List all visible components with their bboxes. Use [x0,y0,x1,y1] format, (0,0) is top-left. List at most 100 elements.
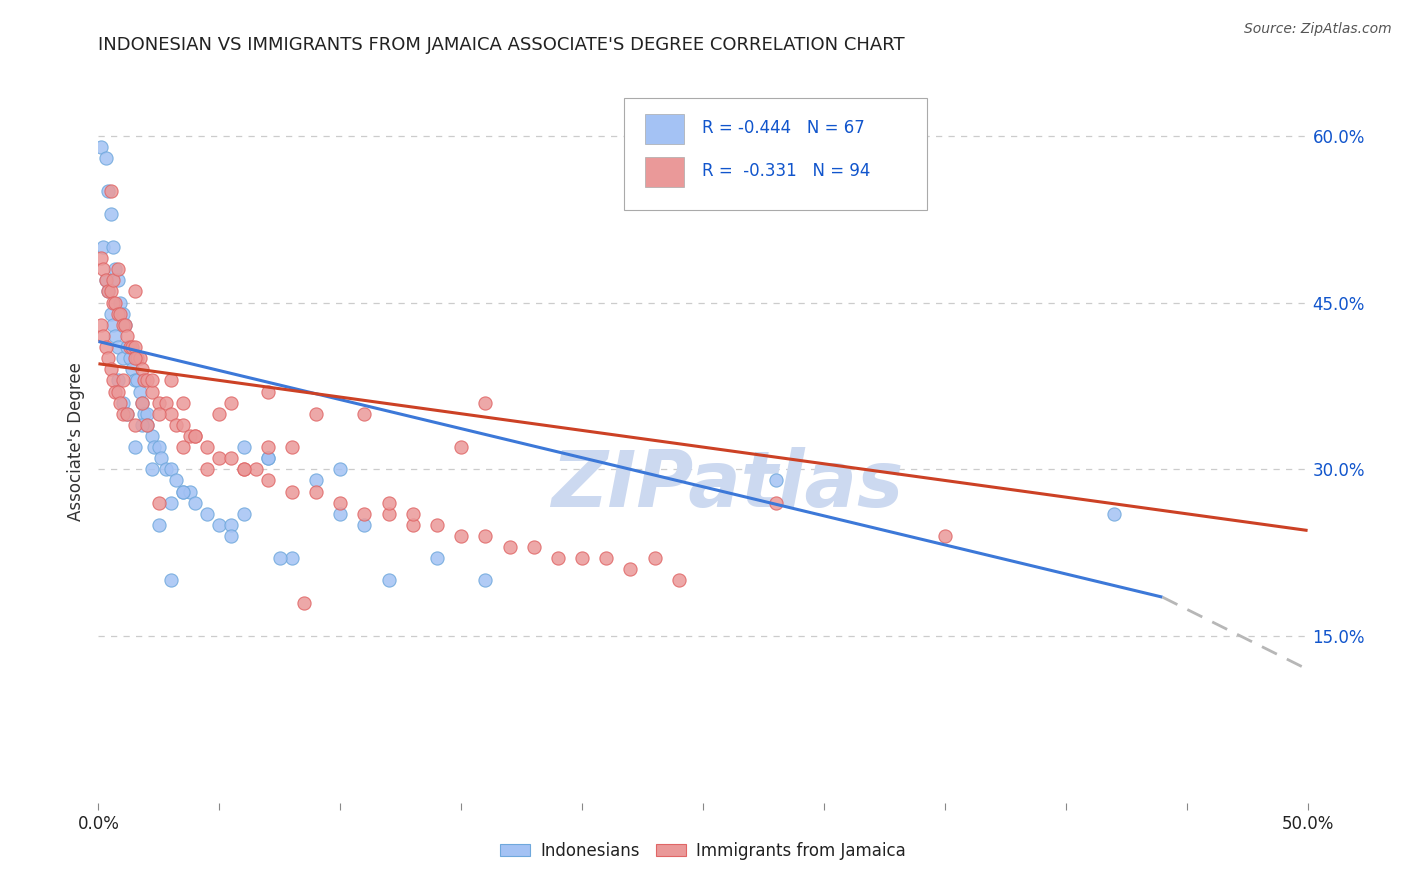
Point [134,373,156,387]
Point [134,407,156,421]
Point [450,529,472,543]
Point [111,373,134,387]
Point [402,507,425,521]
Point [117,407,139,421]
Point [148,440,170,454]
Point [245,462,267,476]
Point [160,373,183,387]
Point [221,395,243,409]
Point [91,240,114,254]
Point [111,307,134,321]
Point [195,440,218,454]
Point [117,340,139,354]
Point [108,307,131,321]
Point [124,285,146,299]
Point [101,373,124,387]
Point [111,318,134,332]
Point [281,484,304,499]
Point [104,262,127,277]
Point [184,429,207,443]
Point [934,529,956,543]
Point [100,362,122,376]
Point [114,318,136,332]
Point [148,407,170,421]
Point [118,351,141,366]
Point [353,517,375,532]
Point [121,362,143,376]
Point [101,318,124,332]
Point [117,329,139,343]
Point [135,373,157,387]
Point [148,395,170,409]
Point [523,540,546,554]
Point [94,273,117,287]
Point [121,340,143,354]
Point [94,273,117,287]
Point [377,507,399,521]
Point [160,407,183,421]
Point [131,362,153,376]
Point [135,417,157,432]
Point [232,462,254,476]
Point [256,440,278,454]
Point [195,507,218,521]
Point [100,307,122,321]
Point [377,574,399,588]
Point [292,596,315,610]
Point [90,251,112,265]
Point [111,351,134,366]
Text: ZIPatlas: ZIPatlas [551,447,903,523]
Point [90,318,112,332]
Point [195,462,218,476]
Point [402,517,425,532]
Point [131,417,153,432]
Point [281,440,304,454]
Point [377,496,399,510]
Point [353,407,375,421]
Point [141,384,163,399]
Point [127,351,149,366]
Point [165,417,187,432]
Point [232,462,254,476]
Point [329,462,352,476]
Text: R =  -0.331   N = 94: R = -0.331 N = 94 [702,162,870,180]
Point [101,240,124,254]
Point [124,440,146,454]
Point [100,207,122,221]
Point [160,462,183,476]
Point [104,295,127,310]
Point [104,329,127,343]
Point [160,574,183,588]
Point [135,417,157,432]
Point [107,340,129,354]
Point [184,429,207,443]
Text: R = -0.444   N = 67: R = -0.444 N = 67 [702,119,865,137]
Point [232,440,254,454]
Point [329,496,352,510]
Point [107,273,129,287]
Point [97,285,120,299]
Point [256,384,278,399]
Point [124,417,146,432]
Point [131,395,153,409]
Point [141,373,163,387]
Point [155,395,177,409]
Point [150,451,173,466]
Point [571,551,593,566]
Y-axis label: Associate's Degree: Associate's Degree [66,362,84,521]
Point [117,407,139,421]
Point [172,395,194,409]
Point [124,373,146,387]
Point [107,373,129,387]
Point [172,440,194,454]
Text: INDONESIAN VS IMMIGRANTS FROM JAMAICA ASSOCIATE'S DEGREE CORRELATION CHART: INDONESIAN VS IMMIGRANTS FROM JAMAICA AS… [98,36,905,54]
Point [90,140,112,154]
Point [765,496,787,510]
FancyBboxPatch shape [624,98,927,211]
Point [100,185,122,199]
Point [135,407,157,421]
FancyBboxPatch shape [645,157,683,187]
Point [94,151,117,165]
Point [127,373,149,387]
Point [101,295,124,310]
